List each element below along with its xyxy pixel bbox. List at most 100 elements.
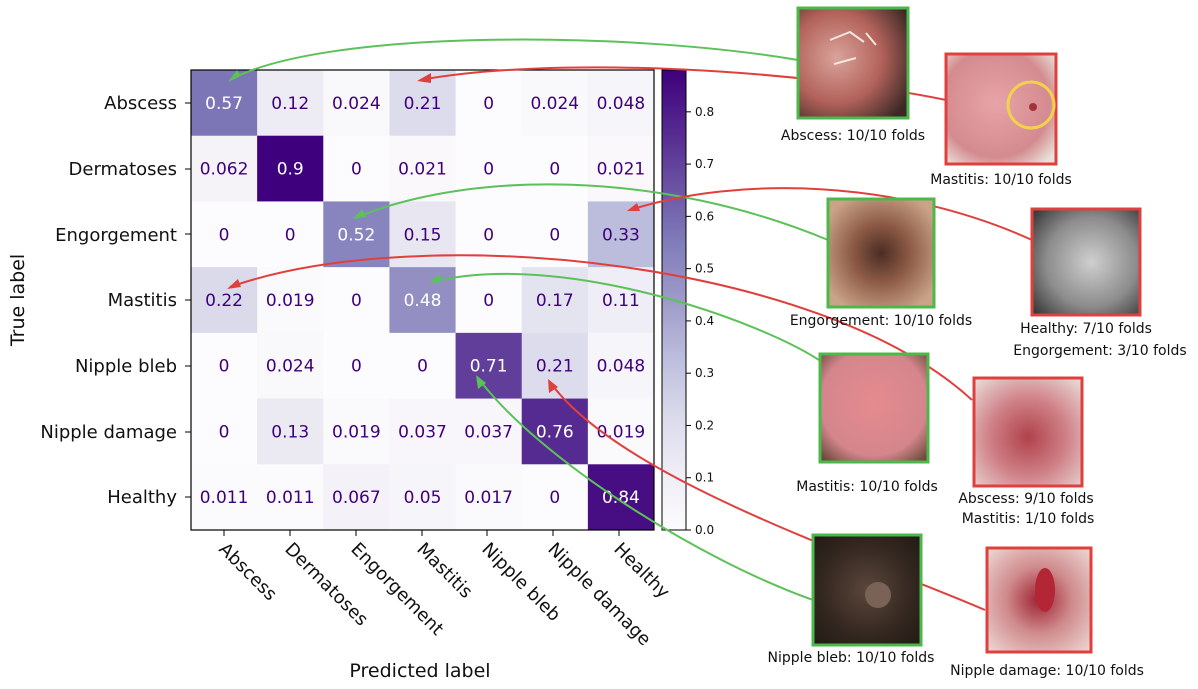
heatmap-cell: [191, 332, 258, 400]
thumbnail-abscess: [796, 6, 910, 120]
heatmap-cell: [389, 464, 457, 531]
heatmap-cell: [257, 70, 324, 137]
arrowhead-nipple-bleb: [476, 375, 486, 389]
heatmap-cell-value: 0.57: [205, 94, 243, 114]
arrowhead-abscess: [228, 70, 241, 82]
arrow-abscess-mastitis: [229, 254, 973, 401]
heatmap-cell: [323, 398, 390, 465]
heatmap-cell: [191, 135, 258, 202]
heatmap-cell-value: 0.76: [536, 422, 574, 442]
example-mastitis-1: Mastitis: 10/10 folds: [930, 52, 1072, 188]
heatmap-cell: [521, 135, 589, 202]
colorbar-tick-label: 0.5: [695, 262, 714, 276]
example-mastitis-2: Mastitis: 10/10 folds: [796, 352, 938, 495]
heatmap-cell: [521, 267, 589, 334]
heatmap-cell-value: 0: [219, 422, 230, 442]
heatmap-cell: [455, 464, 523, 531]
heatmap-cell-value: 0.33: [602, 225, 640, 245]
heatmap-cell: [587, 201, 655, 268]
nipple-shape: [865, 582, 891, 608]
caption-abscess-mastitis-1: Abscess: 9/10 folds: [958, 491, 1093, 507]
arrow-healthy: [629, 187, 1033, 241]
example-nipple-bleb: Nipple bleb: 10/10 folds: [768, 533, 935, 666]
arrow-nipple-damage: [549, 381, 986, 611]
x-ticks: [223, 530, 620, 536]
heatmap-cell: [257, 135, 324, 202]
colorbar-tick-label: 0.7: [695, 157, 714, 171]
heatmap-cell-value: 0.15: [404, 225, 442, 245]
x-axis-label: Predicted label: [349, 660, 490, 682]
heatmap-cell: [323, 135, 390, 202]
colorbar-tick-label: 0.3: [695, 366, 714, 380]
heatmap-cell: [323, 464, 390, 531]
heatmap-cell: [191, 70, 258, 137]
caption-mastitis-2: Mastitis: 10/10 folds: [796, 479, 938, 495]
arrowhead-nipple-damage: [548, 379, 558, 393]
thumbnail-mastitis-2: [818, 352, 930, 464]
heatmap-cell: [257, 464, 324, 531]
y-tick-label: Healthy: [107, 487, 177, 508]
heatmap-cells: 0.57 0.12 0.024 0.21 0 0.024 0.048 0.062 0.9 0 0.0…: [191, 70, 655, 531]
y-tick-label: Dermatoses: [69, 159, 177, 180]
y-tick-label: Nipple damage: [40, 422, 177, 443]
arrow-engorgement: [354, 183, 829, 241]
colorbar-tick-label: 0.2: [695, 418, 714, 432]
heatmap-cell-value: 0: [549, 160, 560, 180]
x-tick-label: Mastitis: [412, 539, 476, 603]
heatmap-cell-value: 0.21: [536, 357, 574, 377]
caption-nipple-bleb: Nipple bleb: 10/10 folds: [768, 650, 935, 666]
arrowhead-engorgement: [353, 209, 366, 219]
arrowhead-healthy: [627, 203, 640, 211]
heatmap-cell: [455, 332, 523, 400]
heatmap-cell: [587, 70, 655, 137]
colorbar-tick-label: 0.1: [695, 471, 714, 485]
heatmap-cell-value: 0: [285, 225, 296, 245]
y-tick-label: Engorgement: [55, 225, 177, 246]
arrow-mastitis-2: [431, 272, 823, 363]
heatmap-cell-value: 0: [483, 160, 494, 180]
heatmap-cell-value: 0.84: [602, 488, 640, 508]
heatmap-cell: [257, 267, 324, 334]
arrowhead-mastitis-2: [429, 274, 442, 283]
connector-arrows: [227, 38, 1033, 611]
colorbar: 0.0 0.1 0.2 0.3 0.4 0.5 0.6 0.7 0.8: [661, 69, 714, 537]
highlight-circle: [1006, 80, 1056, 130]
caption-healthy-1: Healthy: 7/10 folds: [1020, 321, 1152, 337]
heatmap-cell-value: 0.017: [464, 488, 513, 508]
heatmap-cell: [191, 464, 258, 531]
y-tick-labels: Abscess Dermatoses Engorgement Mastitis …: [40, 93, 177, 508]
heatmap-cell: [455, 267, 523, 334]
example-abscess: Abscess: 10/10 folds: [781, 6, 925, 144]
x-tick-label: Healthy: [609, 539, 673, 603]
heatmap-cell: [455, 70, 523, 137]
heatmap-cell: [521, 201, 589, 268]
heatmap-cell-value: 0.13: [271, 422, 309, 442]
heatmap-cell-value: 0.037: [464, 422, 513, 442]
heatmap-cell-value: 0.48: [404, 291, 442, 311]
heatmap-cell: [257, 332, 324, 400]
caption-nipple-damage: Nipple damage: 10/10 folds: [950, 663, 1144, 679]
heatmap-cell-value: 0.024: [530, 94, 579, 114]
heatmap-cell: [191, 201, 258, 268]
heatmap-cell: [389, 135, 457, 202]
thumbnail-engorgement: [826, 197, 936, 309]
heatmap-cell-value: 0: [219, 225, 230, 245]
heatmap-cell: [455, 135, 523, 202]
heatmap-cell-value: 0: [483, 291, 494, 311]
y-tick-label: Abscess: [104, 93, 177, 114]
heatmap-cell: [521, 70, 589, 137]
heatmap-cell-value: 0.037: [398, 422, 447, 442]
caption-abscess: Abscess: 10/10 folds: [781, 128, 925, 144]
heatmap-cell: [257, 201, 324, 268]
heatmap-cell-value: 0: [483, 225, 494, 245]
heatmap-cell-value: 0.52: [337, 225, 375, 245]
x-tick-label: Abscess: [214, 539, 280, 605]
arrowhead-mastitis-1: [417, 73, 431, 83]
colorbar-tick-label: 0.6: [695, 209, 714, 223]
colorbar-tick-label: 0.0: [695, 523, 714, 537]
heatmap-cell-value: 0.17: [536, 291, 574, 311]
heatmap-cell-value: 0.011: [266, 488, 315, 508]
y-ticks: [185, 102, 191, 498]
heatmap-cell-value: 0.019: [266, 291, 315, 311]
